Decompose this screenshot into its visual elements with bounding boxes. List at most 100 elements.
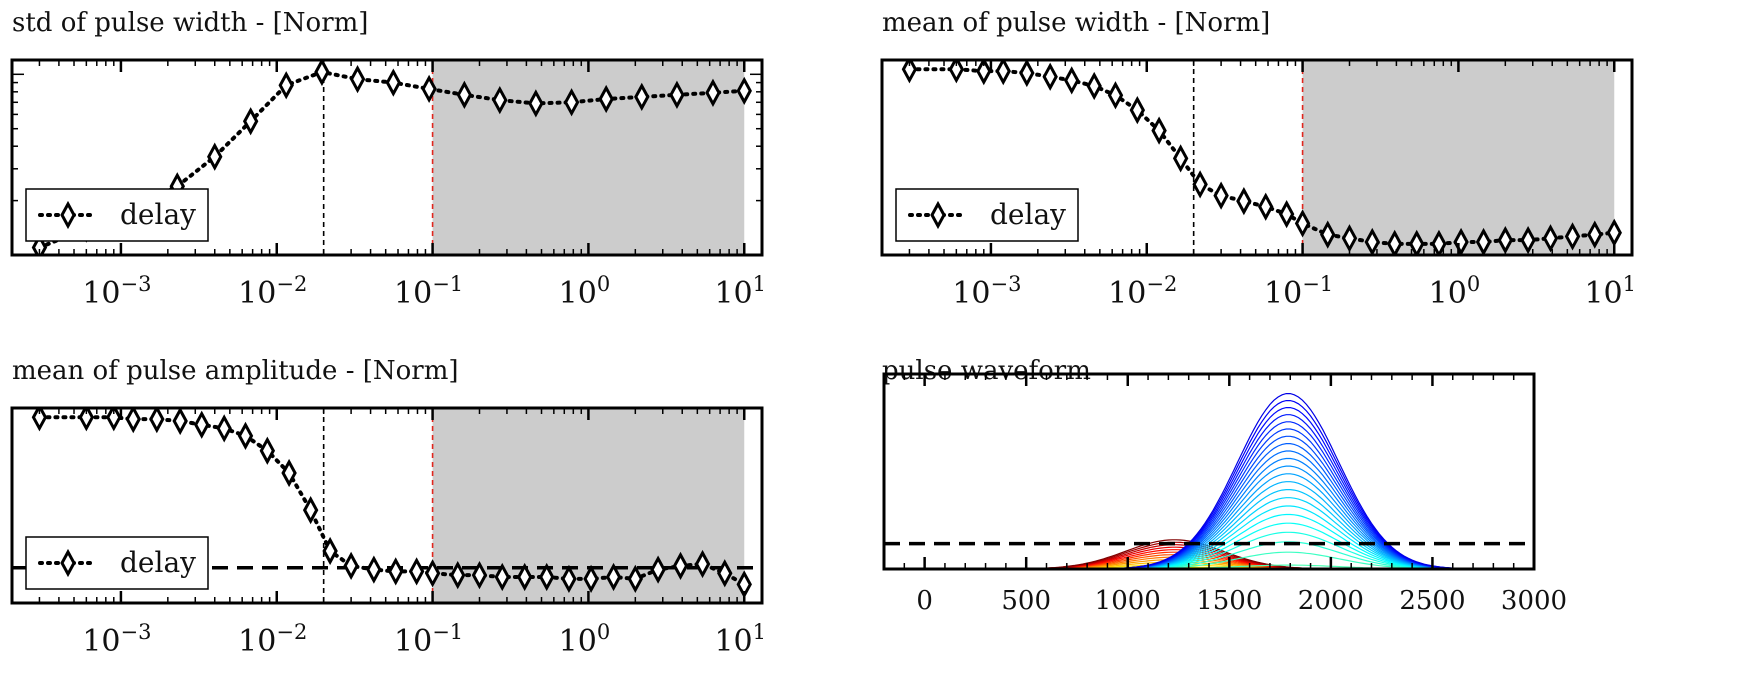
data-point: [1320, 220, 1336, 249]
data-point: [349, 65, 366, 94]
mean-pulse-width-chart: 10−3 10−2 10−1 100 101 delay: [880, 58, 1636, 311]
data-point: [366, 555, 382, 584]
data-point: [1294, 209, 1311, 238]
pulse-waveform-panel: pulse waveform 0 500 1000 1500 2000 2500 3000: [870, 348, 1740, 696]
data-point: [343, 551, 359, 580]
plot-area: [884, 393, 1534, 569]
x-tick-label: 10−3: [952, 272, 1021, 311]
x-tick-label: 1500: [1196, 586, 1262, 616]
waveform-curve: [924, 414, 1514, 569]
x-tick-label: 10−3: [82, 620, 151, 659]
chart-title: mean of pulse amplitude - [Norm]: [12, 356, 459, 386]
plot-frame: [880, 58, 1634, 257]
data-point: [1213, 181, 1229, 210]
legend-marker: [60, 548, 76, 578]
data-point: [216, 414, 232, 443]
data-point: [516, 562, 533, 592]
data-point: [717, 559, 733, 588]
legend-marker: [930, 200, 946, 230]
legend-box: [25, 536, 209, 590]
std-pulse-width-panel: std of pulse width - [Norm] 10−3 10−2 10−1…: [0, 0, 870, 348]
data-point: [948, 60, 965, 84]
mean-pulse-amplitude-panel: mean of pulse amplitude - [Norm] 10−3 10−…: [0, 348, 870, 696]
data-point: [528, 89, 544, 118]
plot-frame: [10, 58, 764, 257]
x-tick-label: 1000: [1095, 586, 1161, 616]
data-point: [207, 142, 223, 171]
data-point: [627, 564, 644, 593]
data-point: [31, 408, 48, 432]
x-tick-label: 2500: [1399, 586, 1465, 616]
x-tick-label: 10−2: [238, 272, 307, 311]
legend: delay: [895, 188, 1079, 242]
data-point: [1019, 60, 1035, 88]
data-point: [1278, 200, 1295, 229]
legend: delay: [25, 536, 209, 590]
data-point: [125, 408, 141, 434]
data-point: [669, 80, 685, 109]
data-point: [421, 74, 437, 104]
x-tick-label: 100: [559, 620, 611, 659]
x-tick-label: 0: [916, 586, 933, 616]
data-point: [314, 60, 330, 87]
data-point: [242, 107, 259, 136]
x-tick-label: 10−2: [238, 620, 307, 659]
data-point: [1364, 227, 1380, 255]
plot-area: [901, 60, 1622, 255]
data-point: [106, 408, 122, 432]
data-point: [1042, 62, 1058, 91]
data-point: [1542, 224, 1559, 253]
data-point: [31, 233, 48, 255]
data-point: [672, 551, 689, 580]
data-point: [736, 76, 752, 105]
data-point: [471, 561, 488, 590]
data-point: [456, 80, 473, 109]
data-point: [1475, 227, 1492, 255]
waveform-curve: [924, 393, 1514, 569]
legend: delay: [25, 188, 209, 242]
data-point: [78, 408, 95, 432]
std-pulse-width-chart: 10−3 10−2 10−1 100 101 delay: [10, 58, 766, 311]
data-point: [1587, 220, 1603, 249]
data-point: [1172, 144, 1189, 173]
plot-frame: [10, 406, 764, 605]
legend-marker: [60, 200, 76, 230]
x-tick-label: 100: [1429, 272, 1481, 311]
data-point: [1064, 66, 1080, 95]
data-point: [1236, 187, 1252, 216]
x-tick-label: 10−3: [82, 272, 151, 311]
data-point: [388, 557, 404, 586]
plot-area: [12, 408, 762, 603]
data-point: [1192, 170, 1208, 199]
data-point: [901, 60, 918, 84]
data-point: [322, 536, 338, 566]
legend-label: delay: [120, 546, 196, 579]
data-point: [1129, 96, 1146, 125]
data-point: [408, 557, 425, 586]
pulse-waveform-chart: 0 500 1000 1500 2000 2500 3000: [882, 372, 1567, 616]
data-point: [605, 562, 622, 592]
plot-frame: [882, 372, 1536, 571]
x-tick-label: 10−1: [1264, 272, 1333, 311]
data-point: [237, 421, 254, 450]
data-point: [539, 562, 555, 592]
data-point: [694, 549, 711, 579]
mean-pulse-amplitude-chart: 10−3 10−2 10−1 100 101 delay: [10, 406, 766, 659]
data-point: [705, 78, 721, 107]
shaded-region: [432, 60, 745, 255]
x-tick-label: 2000: [1298, 586, 1364, 616]
data-point: [563, 88, 580, 117]
x-tick-label: 101: [714, 620, 766, 659]
data-point: [424, 559, 441, 588]
data-point: [976, 60, 992, 86]
data-point: [450, 561, 466, 590]
data-point: [561, 564, 577, 593]
chart-title: mean of pulse width - [Norm]: [882, 8, 1271, 38]
chart-title: std of pulse width - [Norm]: [12, 8, 369, 38]
legend-label: delay: [990, 198, 1066, 231]
data-point: [281, 458, 297, 488]
x-tick-label: 10−1: [394, 620, 463, 659]
x-tick-label: 3000: [1501, 586, 1567, 616]
data-point: [1107, 81, 1124, 110]
data-point: [259, 436, 276, 465]
